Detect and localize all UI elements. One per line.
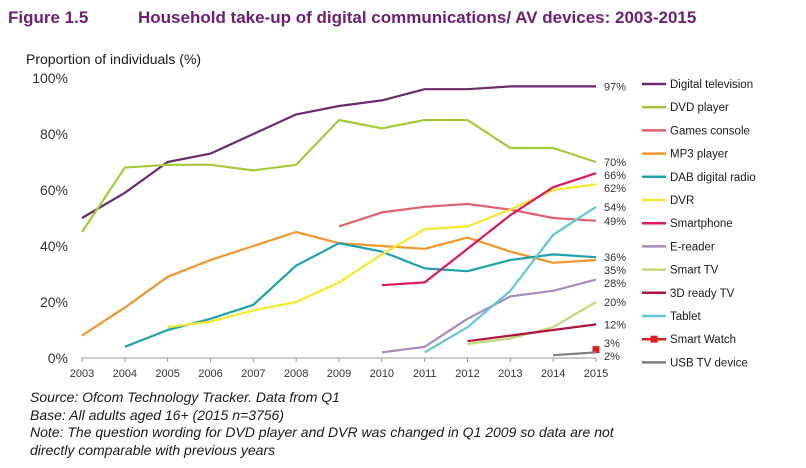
end-label-smartphone: 66% (604, 170, 626, 182)
y-tick-label: 20% (40, 294, 68, 310)
legend-usb-tv-device-label: USB TV device (670, 357, 748, 369)
series-3d-ready-tv-line (467, 323, 597, 343)
y-tick-label: 80% (40, 126, 68, 142)
series-games-console-line (338, 202, 597, 228)
base-note: Base: All adults aged 16+ (2015 n=3756) (30, 406, 285, 423)
y-tick-label: 60% (40, 182, 68, 198)
x-tick-label: 2009 (327, 368, 351, 380)
legend-smart-tv-label: Smart TV (670, 265, 719, 277)
x-tick-label: 2008 (284, 368, 308, 380)
legend-mp3-player-label: MP3 player (670, 149, 728, 161)
series-smart-watch-marker (592, 346, 600, 354)
source-note: Source: Ofcom Technology Tracker. Data f… (30, 389, 340, 405)
chart-title: Household take-up of digital communicati… (138, 8, 697, 27)
wording-note-line2: directly comparable with previous years (30, 441, 276, 458)
x-tick-label: 2014 (541, 368, 565, 380)
end-label-usb-tv-device: 2% (604, 351, 620, 363)
wording-note-line1: Note: The question wording for DVD playe… (30, 424, 614, 440)
y-axis-label: Proportion of individuals (%) (26, 51, 201, 67)
end-label-dvr: 62% (604, 183, 626, 195)
x-tick-label: 2003 (70, 368, 94, 380)
end-label-smart-tv: 20% (604, 297, 626, 309)
series-mp3-player-line (81, 230, 597, 337)
x-tick-label: 2013 (498, 368, 522, 380)
x-tick-label: 2006 (198, 368, 222, 380)
line-chart: Proportion of individuals (%) 0% 20% 40% 60%… (26, 51, 756, 380)
x-tick-label: 2012 (455, 368, 479, 380)
end-label-dab-digital-radio: 36% (604, 252, 626, 264)
legend-smart-watch-marker (650, 335, 658, 343)
series-tablet-line (424, 205, 597, 354)
series-dvd-player-line (81, 118, 597, 233)
end-label-tablet: 54% (604, 202, 626, 214)
legend-dvr-label: DVR (670, 195, 694, 207)
end-label-e-reader: 28% (604, 278, 626, 290)
x-tick-label: 2011 (413, 368, 437, 380)
x-tick-label: 2007 (241, 368, 265, 380)
legend-smart-watch-label: Smart Watch (670, 334, 736, 346)
legend-3d-ready-tv-label: 3D ready TV (670, 288, 735, 300)
legend-games-console-label: Games console (670, 125, 750, 137)
x-tick-label: 2004 (113, 368, 137, 380)
y-tick-label: 100% (32, 70, 68, 86)
end-label-mp3-player: 35% (604, 265, 626, 277)
series-dvr-line (167, 183, 597, 329)
legend-e-reader-label: E-reader (670, 241, 715, 253)
legend-dvd-player-label: DVD player (670, 102, 729, 114)
legend-tablet-label: Tablet (670, 311, 701, 323)
series-smartphone-line (381, 172, 597, 287)
y-tick-label: 40% (40, 238, 68, 254)
legend-smartphone-label: Smartphone (670, 218, 733, 230)
figure-label: Figure 1.5 (8, 8, 89, 27)
series-usb-tv-device-line (553, 351, 597, 357)
end-label-dvd-player: 70% (604, 157, 626, 169)
series-digital-television-line (81, 85, 596, 219)
chart-notes: Source: Ofcom Technology Tracker. Data f… (30, 389, 614, 459)
x-tick-label: 2015 (584, 368, 608, 380)
x-tick-label: 2005 (155, 368, 179, 380)
legend-dab-digital-radio-label: DAB digital radio (670, 172, 756, 184)
x-tick-label: 2010 (370, 368, 394, 380)
end-label-smart-watch: 3% (604, 338, 620, 350)
end-label-digital-television: 97% (604, 81, 626, 93)
series-dab-digital-radio-line (124, 242, 597, 348)
end-label-games-console: 49% (604, 216, 626, 228)
y-tick-label: 0% (48, 350, 68, 366)
legend-digital-television-label: Digital television (670, 79, 753, 91)
end-label-3d-ready-tv: 12% (604, 319, 626, 331)
figure-title-row: Figure 1.5 Household take-up of digital c… (8, 8, 696, 28)
